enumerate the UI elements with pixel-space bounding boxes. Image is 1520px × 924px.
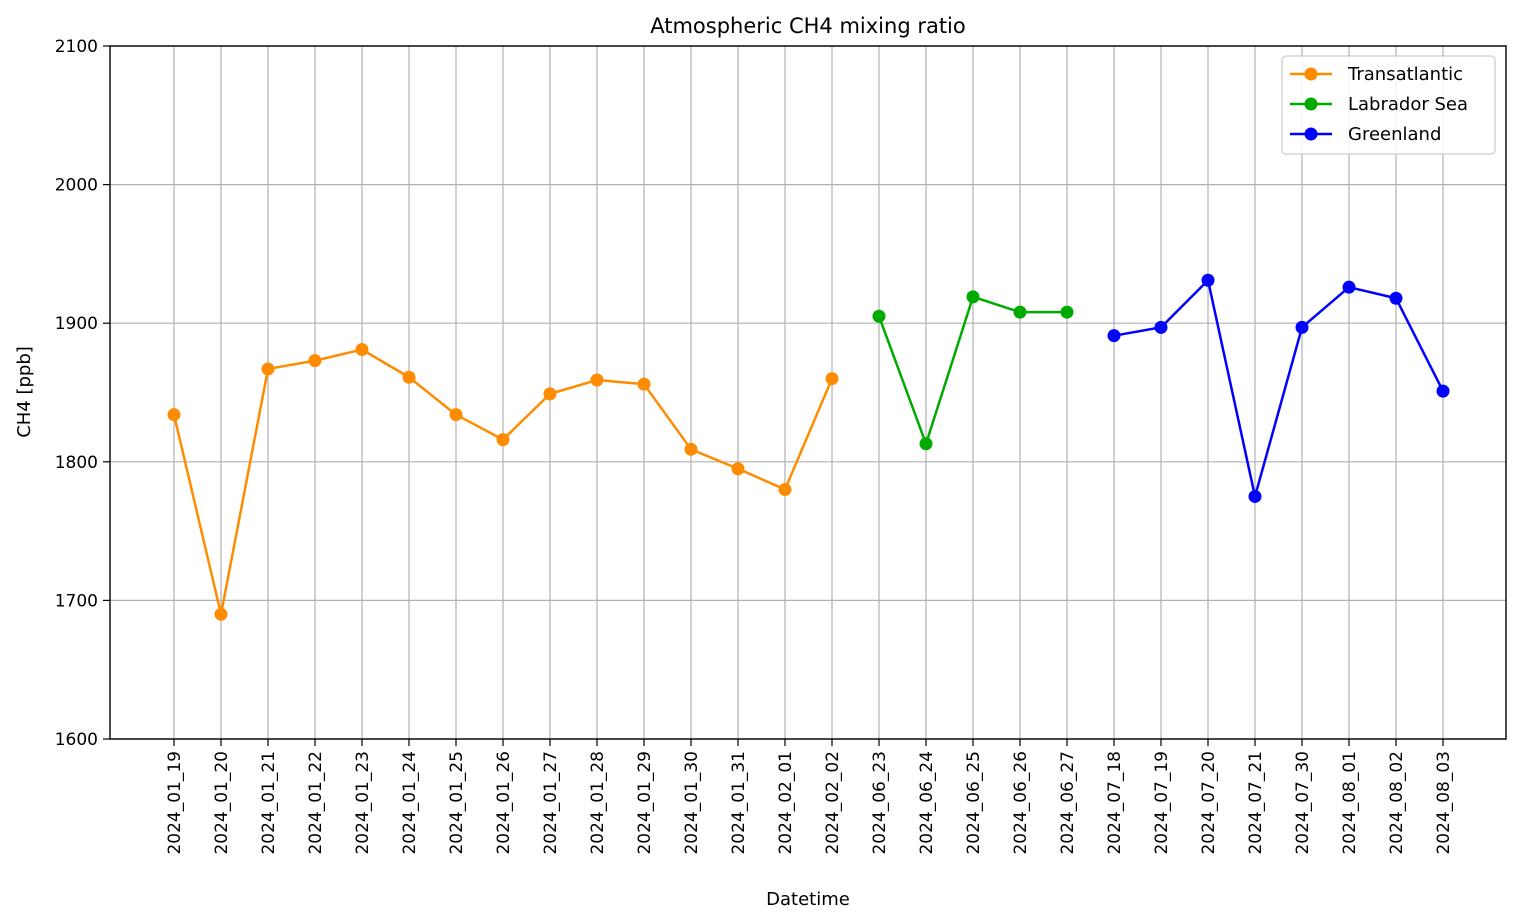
data-point [308,354,322,368]
data-point [1436,384,1450,398]
x-tick-label: 2024_06_26 [1011,751,1031,855]
x-tick-label: 2024_01_20 [212,751,232,855]
legend-label: Greenland [1348,124,1441,145]
data-point [872,309,886,323]
chart-title: Atmospheric CH4 mixing ratio [650,14,966,38]
data-point [1013,305,1027,319]
data-point [590,373,604,387]
data-point [684,442,698,456]
data-point [214,607,228,621]
data-point [637,377,651,391]
x-tick-label: 2024_02_02 [823,751,843,855]
legend-box [1281,55,1496,155]
x-tick-label: 2024_01_23 [353,751,373,855]
x-tick-label: 2024_07_21 [1246,751,1266,855]
data-point [778,483,792,497]
x-tick-label: 2024_01_19 [165,751,185,855]
x-tick-label: 2024_01_27 [541,751,561,855]
data-point [1107,329,1121,343]
x-tick-label: 2024_08_01 [1340,751,1360,855]
series-line [1113,278,1445,498]
data-point [1154,320,1168,334]
grid [110,45,1506,740]
data-point [825,372,839,386]
plot-frame [109,45,1507,740]
x-tick-label: 2024_01_30 [682,751,702,855]
y-axis-label: CH4 [ppb] [14,346,35,438]
data-point [1248,489,1262,503]
data-point [1389,291,1403,305]
data-point [261,362,275,376]
data-point [1201,273,1215,287]
data-point [167,408,181,422]
legend-marker [1304,97,1318,111]
data-point [543,387,557,401]
data-point [355,343,369,357]
x-tick-label: 2024_01_24 [400,751,420,855]
y-axis: 1600 1700 1800 1900 2000 2100 [55,37,110,750]
y-tick-label: 1600 [55,730,98,750]
y-tick-label: 1900 [55,314,98,334]
x-axis-label: Datetime [766,889,850,910]
x-tick-label: 2024_07_30 [1293,751,1313,855]
data-point [1295,320,1309,334]
x-tick-label: 2024_01_31 [729,751,749,855]
data-point [1342,280,1356,294]
x-tick-label: 2024_06_25 [964,751,984,855]
x-tick-label: 2024_08_02 [1387,751,1407,855]
legend-label: Transatlantic [1347,64,1463,85]
x-tick-label: 2024_01_29 [635,751,655,855]
x-tick-label: 2024_07_19 [1152,751,1172,855]
series-layer [167,273,1450,621]
x-tick-label: 2024_01_25 [447,751,467,855]
x-tick-label: 2024_01_26 [494,751,514,855]
x-axis: 2024_01_19 2024_01_20 2024_01_21 2024_01_22… [165,739,1454,855]
x-tick-label: 2024_07_18 [1105,751,1125,855]
y-tick-label: 2000 [55,176,98,196]
x-tick-label: 2024_01_21 [259,751,279,855]
x-tick-label: 2024_01_22 [306,751,326,855]
data-point [496,433,510,447]
x-tick-label: 2024_06_23 [870,751,890,855]
legend-marker [1304,127,1318,141]
x-tick-label: 2024_06_27 [1058,751,1078,855]
y-tick-label: 1800 [55,453,98,473]
data-point [449,408,463,422]
y-tick-label: 2100 [55,37,98,57]
data-point [966,290,980,304]
y-tick-label: 1700 [55,591,98,611]
x-tick-label: 2024_07_20 [1199,751,1219,855]
legend: Transatlantic Labrador Sea Greenland [1281,55,1496,155]
x-tick-label: 2024_06_24 [917,751,937,855]
data-point [919,437,933,451]
x-tick-label: 2024_01_28 [588,751,608,855]
x-tick-label: 2024_08_03 [1434,751,1454,855]
x-tick-label: 2024_02_01 [776,751,796,855]
data-point [402,370,416,384]
data-point [1060,305,1074,319]
data-point [731,462,745,476]
legend-label: Labrador Sea [1348,94,1468,115]
legend-marker [1304,67,1318,81]
